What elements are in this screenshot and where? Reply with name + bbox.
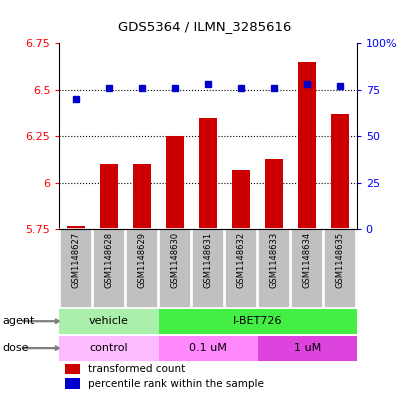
Bar [231, 170, 249, 230]
Text: GSM1148633: GSM1148633 [269, 232, 278, 288]
Text: GSM1148629: GSM1148629 [137, 232, 146, 288]
Text: GSM1148634: GSM1148634 [302, 232, 311, 288]
Text: GSM1148631: GSM1148631 [203, 232, 212, 288]
Text: dose: dose [2, 343, 29, 353]
Bar [297, 62, 315, 230]
FancyBboxPatch shape [59, 336, 158, 360]
Text: 0.1 uM: 0.1 uM [189, 343, 227, 353]
FancyBboxPatch shape [225, 230, 256, 308]
Bar [65, 378, 80, 389]
Text: GSM1148632: GSM1148632 [236, 232, 245, 288]
Bar [264, 159, 283, 230]
Bar [166, 136, 184, 230]
FancyBboxPatch shape [60, 230, 92, 308]
Text: GSM1148635: GSM1148635 [335, 232, 344, 288]
Text: I-BET726: I-BET726 [232, 316, 282, 326]
Text: GSM1148630: GSM1148630 [170, 232, 179, 288]
FancyBboxPatch shape [258, 230, 289, 308]
Bar [330, 114, 348, 230]
Text: GSM1148627: GSM1148627 [71, 232, 80, 288]
FancyBboxPatch shape [159, 230, 191, 308]
Text: agent: agent [2, 316, 34, 326]
FancyBboxPatch shape [324, 230, 355, 308]
Bar [67, 226, 85, 230]
Text: 1 uM: 1 uM [293, 343, 320, 353]
Text: control: control [90, 343, 128, 353]
Bar [100, 164, 118, 230]
Bar [65, 364, 80, 374]
FancyBboxPatch shape [158, 336, 257, 360]
Bar [198, 118, 217, 230]
FancyBboxPatch shape [59, 309, 158, 334]
FancyBboxPatch shape [126, 230, 157, 308]
FancyBboxPatch shape [257, 336, 356, 360]
Bar [133, 164, 151, 230]
Text: GDS5364 / ILMN_3285616: GDS5364 / ILMN_3285616 [118, 20, 291, 33]
FancyBboxPatch shape [158, 309, 356, 334]
Text: transformed count: transformed count [88, 364, 184, 374]
FancyBboxPatch shape [93, 230, 124, 308]
FancyBboxPatch shape [192, 230, 223, 308]
Text: percentile rank within the sample: percentile rank within the sample [88, 379, 263, 389]
FancyBboxPatch shape [290, 230, 322, 308]
Text: vehicle: vehicle [89, 316, 128, 326]
Text: GSM1148628: GSM1148628 [104, 232, 113, 288]
